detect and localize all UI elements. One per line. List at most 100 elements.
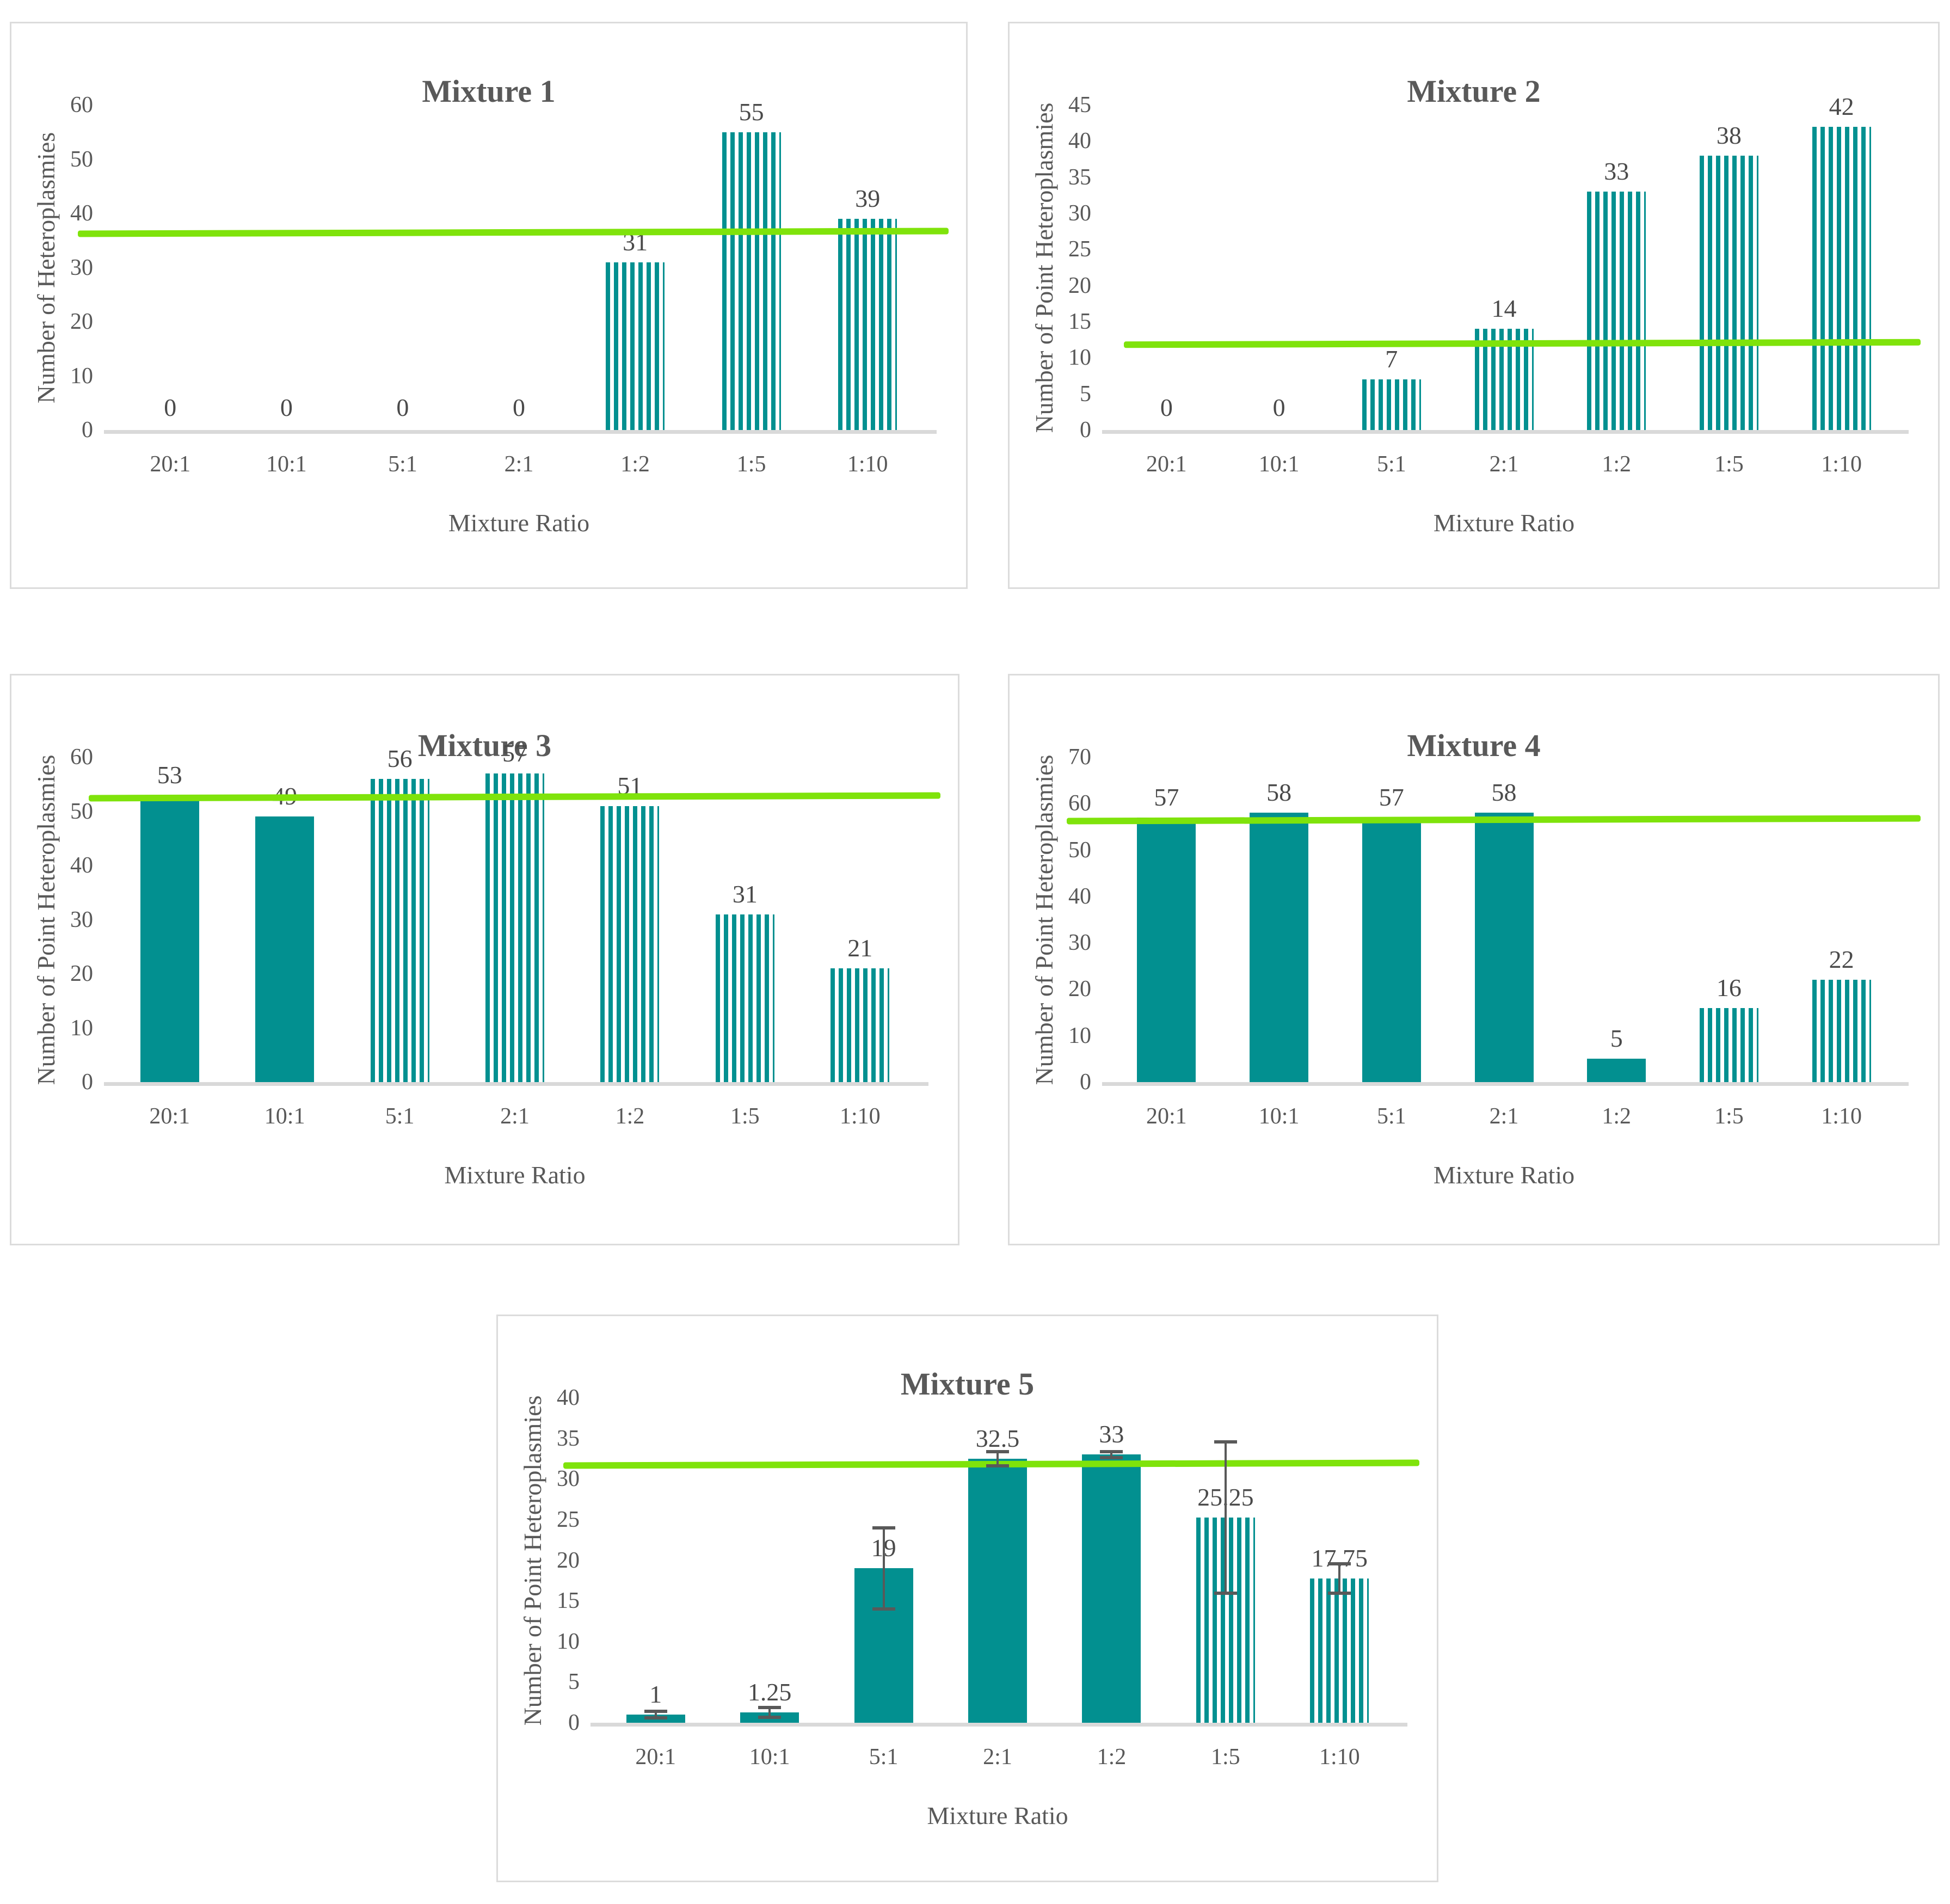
x-axis-line [1102,430,1909,434]
x-tick-label: 1:5 [1714,452,1744,477]
bar-solid [1474,813,1534,1082]
error-bar [654,1711,657,1718]
y-tick-label: 50 [70,799,93,824]
y-tick-label: 35 [1068,164,1091,190]
chart-panel-mixture-4: Mixture 4 Number of Point Heteroplasmies… [1008,674,1940,1245]
y-tick-label: 30 [70,255,93,280]
x-tick-label: 10:1 [266,452,307,477]
chart-panel-mixture-1: Mixture 1 Number of Heteroplasmies 0 10 20 3… [10,22,968,589]
x-tick-label: 5:1 [388,452,417,477]
x-tick-label: 1:5 [1714,1104,1744,1129]
data-label: 58 [1266,778,1292,807]
y-tick-label: 30 [1068,201,1091,226]
data-label: 33 [1604,157,1629,186]
y-tick-label: 15 [557,1588,580,1614]
data-label: 16 [1716,973,1742,1002]
error-bar-cap-bottom [1100,1456,1123,1460]
y-tick-label: 0 [1080,1070,1091,1095]
y-tick-label: 40 [1068,128,1091,154]
data-label: 31 [732,880,758,908]
data-label: 1 [649,1680,662,1709]
x-axis-label: Mixture Ratio [444,1161,586,1189]
y-tick-label: 40 [70,201,93,226]
x-tick-label: 2:1 [1489,1104,1519,1129]
y-tick-label: 0 [568,1710,580,1735]
x-tick-label: 20:1 [635,1745,676,1770]
reference-line [88,792,941,802]
error-bar-cap-bottom [986,1464,1009,1468]
data-label: 56 [387,744,413,772]
x-tick-label: 1:5 [1211,1745,1240,1770]
x-tick-label: 2:1 [1489,452,1519,477]
error-bar [1224,1442,1227,1593]
chart-title: Mixture 3 [417,728,552,764]
x-tick-label: 1:5 [736,452,766,477]
error-bar-cap-top [644,1710,667,1713]
data-label: 57 [1154,783,1179,811]
y-tick-label: 20 [70,309,93,334]
data-label: 57 [502,739,527,767]
data-label: 21 [847,934,873,962]
error-bar-cap-top [1100,1450,1123,1453]
y-tick-label: 60 [1068,791,1091,816]
bar-striped [831,968,890,1082]
x-tick-label: 5:1 [1376,1104,1406,1129]
data-label: 38 [1716,121,1742,149]
bar-striped [370,778,429,1082]
x-tick-label: 1:10 [1821,1104,1862,1129]
x-tick-label: 2:1 [504,452,534,477]
error-bar [996,1451,999,1466]
x-tick-label: 1:10 [1319,1745,1360,1770]
error-bar-cap-top [986,1450,1009,1453]
data-label: 53 [157,760,182,789]
reference-line [1123,339,1921,348]
x-axis-label: Mixture Ratio [927,1802,1068,1829]
x-tick-label: 5:1 [1376,452,1406,477]
x-axis-line [104,430,937,434]
data-label: 0 [164,394,177,421]
y-tick-label: 40 [557,1385,580,1410]
bar-solid [140,795,199,1082]
data-label: 14 [1491,294,1517,323]
x-axis-line [104,1082,928,1086]
x-tick-label: 2:1 [500,1104,530,1129]
data-label: 1.25 [747,1678,792,1706]
y-tick-label: 0 [82,1070,93,1095]
x-tick-label: 1:2 [1602,1104,1632,1129]
x-tick-label: 5:1 [385,1104,415,1129]
y-tick-label: 30 [557,1466,580,1492]
y-tick-label: 35 [557,1426,580,1451]
data-label: 55 [739,97,764,126]
bar-striped [715,914,774,1082]
x-tick-label: 1:2 [620,452,650,477]
data-label: 39 [855,184,881,212]
error-bar [768,1708,771,1718]
error-bar [1110,1451,1113,1458]
data-label: 58 [1491,778,1517,807]
y-tick-label: 5 [1080,381,1091,407]
y-tick-label: 25 [1068,237,1091,262]
y-tick-label: 60 [70,93,93,118]
x-tick-label: 10:1 [749,1745,790,1770]
x-axis-label: Mixture Ratio [448,509,590,537]
y-tick-label: 0 [82,417,93,443]
chart-panel-mixture-2: Mixture 2 Number of Point Heteroplasmies… [1008,22,1940,589]
y-tick-label: 25 [557,1507,580,1532]
bar-striped [1587,192,1646,430]
y-tick-label: 10 [70,363,93,389]
bar-striped [1362,379,1421,430]
bar-solid [1250,813,1309,1082]
x-axis-label: Mixture Ratio [1433,1161,1575,1189]
data-label: 0 [513,394,525,421]
x-tick-label: 5:1 [869,1745,899,1770]
x-axis-line [590,1723,1407,1727]
y-tick-label: 15 [1068,309,1091,334]
x-tick-label: 1:2 [1097,1745,1127,1770]
data-label: 5 [1610,1024,1623,1053]
x-tick-label: 10:1 [1258,452,1300,477]
y-tick-label: 20 [70,961,93,986]
x-tick-label: 1:10 [839,1104,881,1129]
bar-striped [1699,155,1758,430]
y-tick-label: 70 [1068,745,1091,770]
reference-line [77,228,949,237]
